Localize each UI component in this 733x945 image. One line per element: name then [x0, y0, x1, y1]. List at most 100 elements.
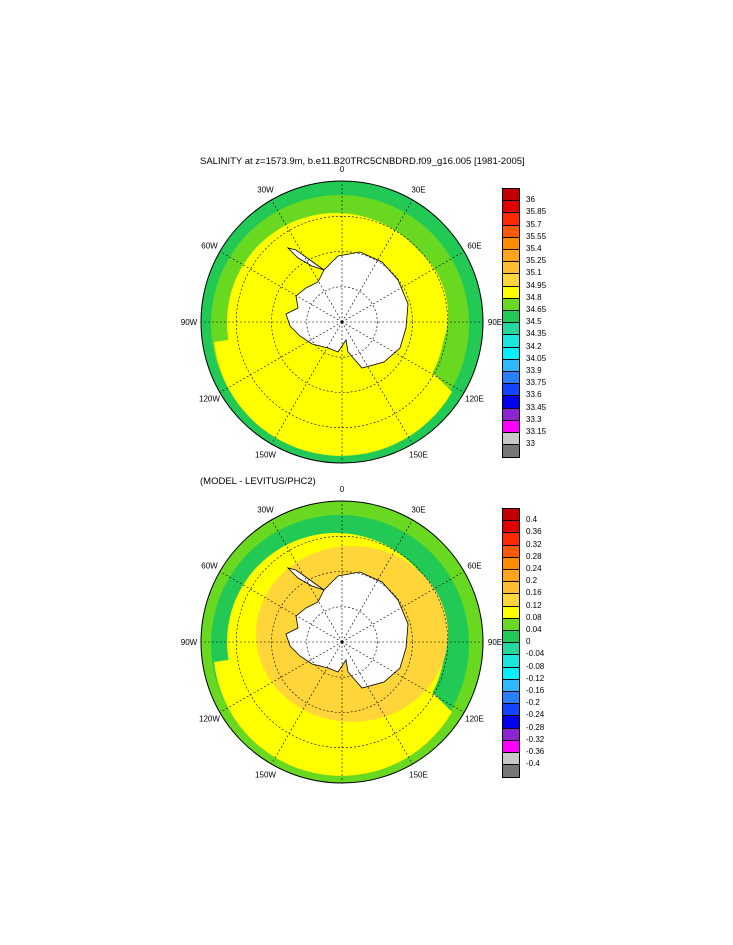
colorbar-label: 33	[526, 439, 535, 449]
colorbar-label: 34.65	[526, 305, 547, 314]
antarctica-land	[285, 251, 409, 369]
longitude-label: 120E	[465, 395, 484, 404]
colorbar-label: 35.4	[526, 244, 542, 253]
colorbar-label: 0.36	[526, 527, 542, 537]
colorbar-label: 36	[526, 195, 535, 205]
difference-panel: (MODEL - LEVITUS/PHC2) 0 30E 60E 90E 120E 150…	[0, 470, 733, 790]
peninsula-land	[286, 567, 325, 591]
colorbar-label: 34.05	[526, 353, 547, 363]
colorbar-label: 34.5	[526, 317, 542, 327]
latitude-circle	[271, 251, 413, 393]
longitude-label: 30W	[257, 505, 274, 514]
colorbar-label: 0.04	[526, 625, 542, 634]
longitude-label: 90W	[181, 318, 198, 327]
colorbar-label: 0.24	[526, 564, 542, 573]
colorbar-label: 34.95	[526, 280, 547, 290]
colorbar-label: 0.08	[526, 612, 542, 622]
meridian-line	[341, 641, 413, 765]
colorbar-label: 0.12	[526, 600, 542, 610]
longitude-label: 0	[340, 485, 345, 494]
longitude-label: 120W	[199, 715, 220, 724]
colorbar-label: 34.2	[526, 341, 542, 351]
colorbar-label: 33.75	[526, 378, 547, 388]
meridian-line	[341, 321, 413, 445]
colorbar-swatch	[502, 764, 520, 779]
map-boundary	[200, 500, 484, 784]
colorbar-label: 35.55	[526, 231, 547, 241]
meridian-line	[271, 321, 343, 445]
colorbar-label: 0.32	[526, 539, 542, 549]
colorbar-label: -0.04	[526, 649, 545, 659]
meridian-line	[271, 519, 343, 643]
longitude-label: 0	[340, 165, 345, 174]
colorbar-label: -0.4	[526, 759, 540, 769]
colorbar-label: -0.36	[526, 747, 545, 756]
colorbar-label: -0.08	[526, 661, 545, 671]
map-boundary	[200, 180, 484, 464]
colorbar-label: 35.7	[526, 219, 542, 229]
colorbar-label: 34.8	[526, 292, 542, 302]
colorbar-label: 33.3	[526, 414, 542, 424]
meridian-line	[219, 571, 343, 643]
meridian-line	[341, 641, 465, 713]
colorbar-label: 33.6	[526, 390, 542, 400]
antarctica	[285, 247, 409, 369]
longitude-label: 60E	[467, 242, 481, 251]
colorbar-label: 0.16	[526, 588, 542, 598]
meridian-line	[341, 321, 465, 393]
longitude-label: 30E	[411, 505, 425, 514]
latitude-circle	[271, 571, 413, 713]
longitude-label: 30W	[257, 185, 274, 194]
colorbar-label: 33.45	[526, 402, 547, 412]
longitude-label: 150W	[255, 771, 276, 780]
meridian-line	[219, 251, 343, 323]
meridian-line	[341, 519, 413, 643]
colorbar-label: -0.28	[526, 722, 545, 732]
colorbar-label: 35.1	[526, 268, 542, 278]
longitude-label: 90W	[181, 638, 198, 647]
colorbar-label: 35.85	[526, 207, 547, 217]
latitude-circle	[306, 286, 378, 358]
meridian-line	[341, 199, 413, 323]
meridian-line	[341, 251, 465, 323]
longitude-label: 150E	[409, 771, 428, 780]
panel-title: (MODEL - LEVITUS/PHC2)	[200, 476, 316, 487]
colorbar-label: -0.2	[526, 698, 540, 708]
colorbar-label: 0.4	[526, 515, 538, 525]
salinity-panel: SALINITY at z=1573.9m, b.e11.B20TRC5CNBD…	[0, 150, 733, 470]
colorbar-label: 0	[526, 637, 531, 647]
colorbar-label: 33.9	[526, 366, 542, 375]
colorbar-label: -0.16	[526, 686, 545, 695]
latitude-circle	[306, 606, 378, 678]
colorbar-label: -0.32	[526, 734, 545, 744]
meridian-line	[271, 641, 343, 765]
colorbar-label: 33.15	[526, 427, 547, 436]
colorbar-label: -0.12	[526, 673, 545, 683]
colorbar-label: 35.25	[526, 256, 547, 266]
meridian-line	[341, 571, 465, 643]
longitude-label: 60W	[201, 562, 218, 571]
peninsula-land	[286, 247, 325, 271]
longitude-label: 90E	[488, 318, 502, 327]
colorbar-label: 0.28	[526, 551, 542, 561]
polar-map: 030E60E90E120E150E180150W120W90W60W30W	[181, 485, 502, 784]
meridian-line	[219, 321, 343, 393]
panel-title: SALINITY at z=1573.9m, b.e11.B20TRC5CNBD…	[200, 156, 525, 167]
antarctica-land	[285, 571, 409, 689]
meridian-line	[219, 641, 343, 713]
longitude-label: 120W	[199, 395, 220, 404]
meridian-line	[271, 199, 343, 323]
longitude-label: 30E	[411, 185, 425, 194]
colorbar-label: 34.35	[526, 329, 547, 339]
colorbar-swatch	[502, 444, 520, 459]
longitude-label: 60E	[467, 562, 481, 571]
longitude-label: 90E	[488, 638, 502, 647]
antarctica	[285, 567, 409, 689]
colorbar-label: 0.2	[526, 576, 538, 586]
polar-map: 030E60E90E120E150E180150W120W90W60W30W	[181, 165, 502, 464]
longitude-label: 150E	[409, 451, 428, 460]
longitude-label: 150W	[255, 451, 276, 460]
longitude-label: 60W	[201, 242, 218, 251]
colorbar-label: -0.24	[526, 710, 545, 720]
longitude-label: 120E	[465, 715, 484, 724]
